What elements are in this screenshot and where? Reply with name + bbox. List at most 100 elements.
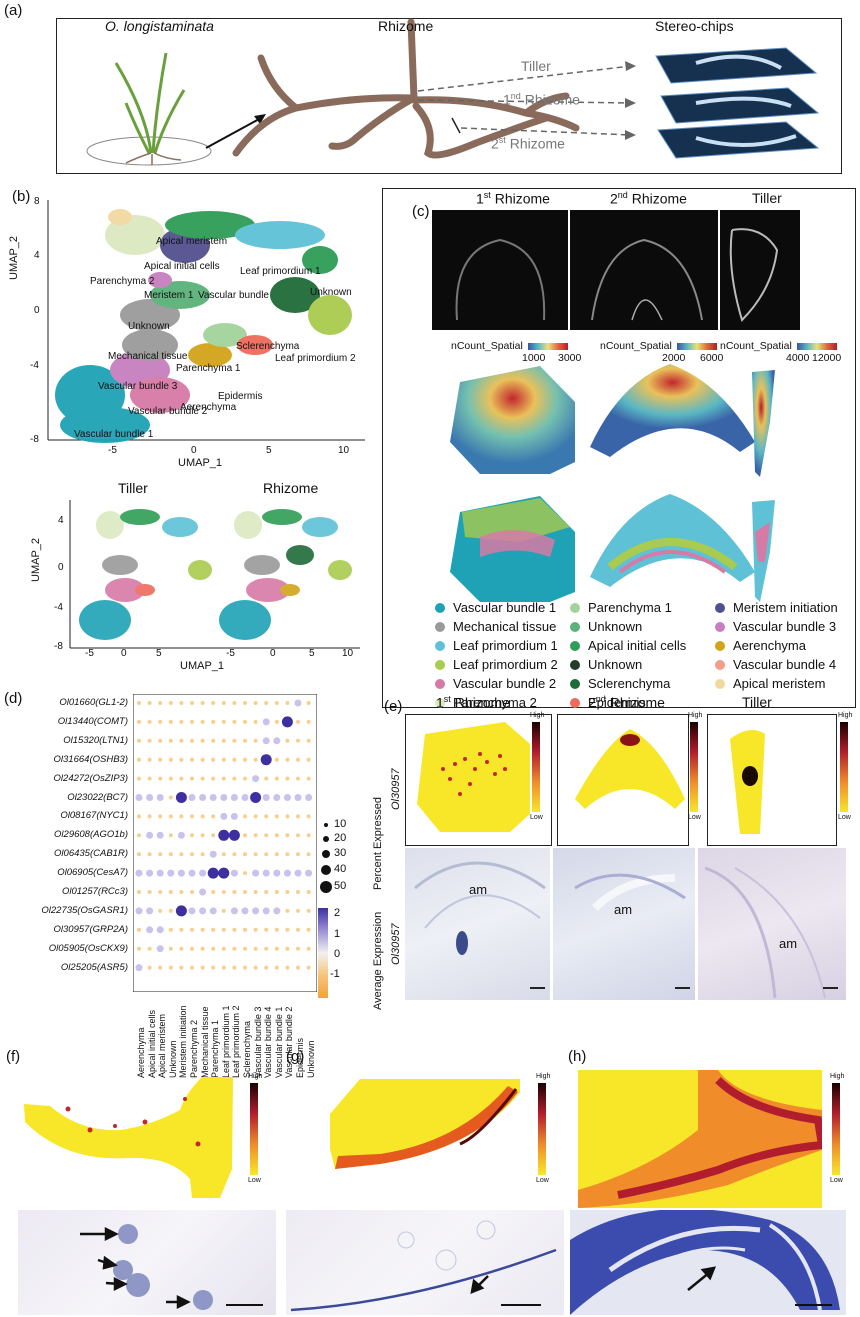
dotplot-dot	[168, 776, 173, 781]
dotplot-dot	[146, 869, 154, 877]
cluster-label: Epidermis	[218, 391, 263, 402]
gene-label: Ol01257(RCc3)	[61, 886, 128, 897]
x-tick: -5	[108, 445, 117, 456]
legend-dot	[570, 622, 580, 632]
dotplot-dot	[200, 814, 205, 819]
e-low-1: Low	[530, 814, 543, 821]
e-am-label-3: am	[779, 936, 798, 951]
dotplot-dot	[137, 852, 141, 857]
dotplot-dot	[158, 719, 163, 724]
rhizome-title: Rhizome	[378, 18, 434, 34]
c-fluor-overlays	[455, 228, 779, 322]
dotplot-dot	[190, 738, 194, 743]
sub-x-tick: 0	[121, 648, 127, 659]
dotplot-dot	[253, 927, 258, 932]
dotplot-dot	[209, 907, 217, 915]
dotplot-dot	[168, 908, 173, 913]
dotplot-dot	[147, 757, 152, 762]
sub-y-tick: 0	[58, 562, 64, 573]
dotplot-dot	[221, 908, 226, 913]
dotplot-dot	[220, 794, 228, 801]
cluster-axis-label: Aerenchyma	[136, 1027, 146, 1078]
c-scale-title-1: nCount_Spatial	[451, 340, 523, 352]
c-colorbar-3	[797, 343, 837, 350]
dotplot-dot	[241, 794, 249, 801]
dotplot-dot	[230, 907, 238, 915]
dotplot-dot	[190, 852, 194, 857]
e-title-rhizome-1: 1st Rhizome	[436, 694, 510, 711]
g-ish-overlays	[290, 1220, 557, 1312]
rhizome-1-label: 1nd Rhizome	[503, 91, 580, 108]
dotplot-dot	[211, 927, 216, 932]
gene-label: Ol22735(OsGASR1)	[41, 904, 128, 916]
f-ish-overlays	[80, 1224, 263, 1310]
dotplot-dot	[221, 965, 226, 970]
dotplot-dot	[156, 794, 164, 801]
color-legend-title: Average Expression	[372, 911, 384, 1010]
umap-sub-x-label: UMAP_1	[180, 660, 225, 672]
dotplot-dot	[262, 869, 270, 877]
cluster-label: Vascular bundle	[198, 290, 269, 301]
dotplot-dot	[296, 776, 300, 781]
e-am-label-1: am	[469, 882, 488, 897]
c-legend-item: Parenchyma 1	[570, 600, 672, 615]
size-legend-value: 10	[334, 818, 347, 830]
legend-dot	[435, 698, 445, 708]
e-gene-label-bottom: Ol30957	[390, 923, 402, 965]
gene-label: Ol05905(OsCKX9)	[48, 942, 128, 954]
f-ish-image	[18, 1210, 276, 1315]
dotplot-dot	[274, 814, 279, 819]
cluster-axis-label: Vascular bundle 4	[263, 1006, 274, 1078]
cluster-label: Unknown	[310, 287, 352, 298]
dotplot-dot	[211, 738, 216, 743]
dotplot-dot	[147, 701, 152, 705]
size-legend-dot	[322, 850, 330, 858]
f-colorbar	[250, 1083, 258, 1175]
cluster-axis-label: Leaf primordium 2	[231, 1005, 242, 1078]
dotplot-dot	[158, 852, 163, 857]
dotplot-dot	[285, 908, 290, 913]
dotplot-dot	[200, 852, 205, 857]
dotplot-dot	[274, 890, 279, 894]
panel-label-a: (a)	[4, 2, 23, 19]
e-low-2: Low	[688, 814, 701, 821]
dotplot-dot	[190, 701, 194, 705]
dotplot-dot	[190, 927, 194, 932]
cluster-label: Unknown	[128, 321, 170, 332]
dotplot-dot	[221, 701, 226, 705]
cluster-axis-label: Leaf primordium 1	[220, 1005, 231, 1078]
dotplot-dot	[200, 833, 205, 838]
gene-label: Ol31664(OSHB3)	[53, 753, 128, 765]
dotplot-dot	[135, 869, 143, 877]
dotplot-dot	[137, 701, 141, 705]
dotplot-dot	[207, 867, 219, 879]
legend-dot	[715, 660, 725, 670]
dotplot-dot	[190, 946, 194, 951]
h-ish-overlays	[570, 1210, 840, 1315]
dotplot-dot	[146, 794, 154, 801]
dotplot-dot	[147, 738, 152, 743]
dotplot-dot	[177, 869, 185, 877]
size-legend-value: 20	[334, 832, 347, 844]
dotplot-dot	[200, 701, 205, 705]
cluster-axis-label: Vascular bundle 2	[284, 1006, 295, 1078]
cluster-label: Vascular bundle 2	[128, 406, 208, 417]
color-legend-tick: 2	[334, 907, 341, 919]
c-scale-max-1: 3000	[558, 352, 582, 364]
dotplot-dot	[264, 927, 269, 932]
dotplot-dot	[232, 852, 237, 857]
legend-dot	[435, 660, 445, 670]
dotplot-dot	[274, 776, 279, 781]
dotplot-dot	[147, 719, 152, 724]
dotplot-dot	[305, 794, 313, 801]
sub-x-tick: 5	[309, 648, 315, 659]
panel-a-illustration	[86, 18, 820, 166]
dotplot-dot	[306, 833, 311, 838]
dotplot-dot	[168, 795, 173, 800]
panel-label-b: (b)	[12, 188, 31, 205]
dotplot-dot	[200, 927, 205, 932]
dotplot-dot	[200, 946, 205, 951]
dotplot-dot	[260, 754, 272, 766]
dotplot-dot	[264, 946, 269, 951]
dotplot-dot	[285, 965, 290, 970]
